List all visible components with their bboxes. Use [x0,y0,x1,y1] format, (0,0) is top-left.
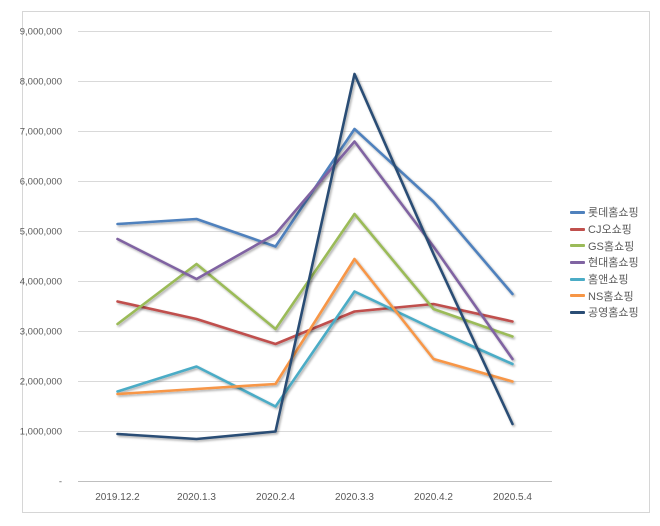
x-axis-label: 2020.2.4 [256,492,295,503]
y-axis-label: 1,000,000 [20,427,62,438]
legend-label: CJ오쇼핑 [588,224,632,237]
legend-label: 롯데홈쇼핑 [588,207,639,220]
legend-item-home-and-shopping[interactable]: 홈앤쇼핑 [570,271,656,288]
legend-label: 현대홈쇼핑 [588,257,639,270]
y-axis-label: 9,000,000 [20,27,62,38]
legend-item-hyundai-home-shopping[interactable]: 현대홈쇼핑 [570,254,656,271]
y-axis-label: 6,000,000 [20,177,62,188]
legend-label: GS홈쇼핑 [588,240,635,253]
legend-label: 공영홈쇼핑 [588,307,639,320]
y-axis-label: 7,000,000 [20,127,62,138]
legend-line-swatch [570,210,585,214]
x-axis-label: 2020.5.4 [493,492,532,503]
legend-item-ns-home-shopping[interactable]: NS홈쇼핑 [570,287,656,304]
series-line-gongyoung-home-shopping[interactable] [116,72,514,441]
y-axis-label: - [59,477,62,488]
chart-border-frame [22,11,650,513]
x-axis-label: 2020.4.2 [414,492,453,503]
legend-line-swatch [570,227,585,231]
y-axis-label: 3,000,000 [20,327,62,338]
y-axis-label: 8,000,000 [20,77,62,88]
y-axis-label: 5,000,000 [20,227,62,238]
legend-item-gongyoung-home-shopping[interactable]: 공영홈쇼핑 [570,304,656,321]
x-axis-category-labels: 2019.12.2 2020.1.3 2020.2.4 2020.3.3 2020.4.… [95,492,532,503]
legend-line-swatch [570,310,585,314]
legend-line-swatch [570,244,585,248]
legend-line-swatch [570,294,585,298]
legend-item-cj-o-shopping[interactable]: CJ오쇼핑 [570,221,656,238]
series-line-hyundai-home-shopping[interactable] [116,140,514,361]
y-axis-label: 2,000,000 [20,377,62,388]
x-axis-label: 2019.12.2 [95,492,140,503]
gridlines [78,31,552,482]
series-line-home-and-shopping[interactable] [116,290,514,408]
series-line-ns-home-shopping[interactable] [116,257,514,396]
legend-line-swatch [570,260,585,264]
legend-item-gs-home-shopping[interactable]: GS홈쇼핑 [570,237,656,254]
chart-legend: 롯데홈쇼핑 CJ오쇼핑 GS홈쇼핑 현대홈쇼핑 홈앤쇼핑 NS홈쇼핑 공영홈쇼핑 [570,204,656,321]
legend-label: NS홈쇼핑 [588,290,634,303]
y-axis-label: 4,000,000 [20,277,62,288]
data-series-lines [116,72,514,441]
series-line-cj-o-shopping[interactable] [116,300,514,346]
legend-label: 홈앤쇼핑 [588,274,629,287]
x-axis-label: 2020.3.3 [335,492,374,503]
y-axis-tick-labels: - 1,000,000 2,000,000 3,000,000 4,000,000 5,0… [20,27,62,488]
series-line-gs-home-shopping[interactable] [116,212,514,338]
legend-line-swatch [570,277,585,281]
x-axis-label: 2020.1.3 [177,492,216,503]
legend-item-lotte-home-shopping[interactable]: 롯데홈쇼핑 [570,204,656,221]
